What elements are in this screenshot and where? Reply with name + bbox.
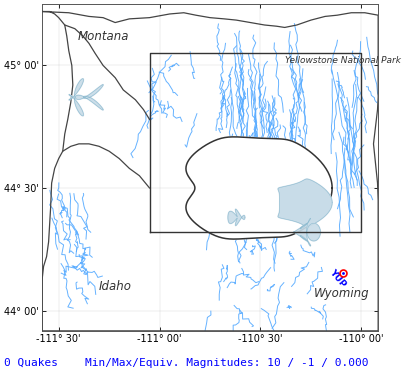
Polygon shape [69,79,103,116]
Polygon shape [227,209,244,226]
Text: YUP: YUP [326,268,346,289]
Polygon shape [293,218,320,246]
Text: Montana: Montana [77,30,128,43]
Text: Wyoming: Wyoming [312,287,368,300]
Polygon shape [277,179,331,226]
Text: Yellowstone National Park: Yellowstone National Park [284,56,400,65]
Text: 0 Quakes    Min/Max/Equiv. Magnitudes: 10 / -1 / 0.000: 0 Quakes Min/Max/Equiv. Magnitudes: 10 /… [4,358,368,368]
Text: Idaho: Idaho [99,279,131,293]
Polygon shape [186,137,331,239]
